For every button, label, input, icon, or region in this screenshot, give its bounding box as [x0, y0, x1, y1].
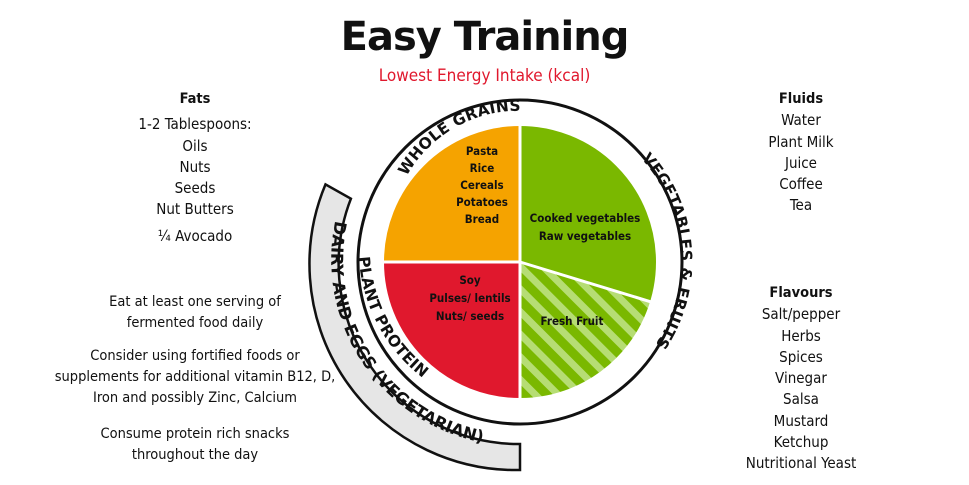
- flavours-item: Ketchup: [773, 433, 829, 452]
- vegetables-item: Cooked vegetables: [530, 211, 641, 225]
- protein-item: Pulses/ lentils: [429, 291, 510, 305]
- grains-item: Pasta: [466, 144, 498, 158]
- flavours-item: Vinegar: [775, 369, 827, 388]
- segment-vegetables: [520, 125, 658, 302]
- advice-fortified: Consider using fortified foods or supple…: [30, 346, 360, 409]
- advice-protein-snacks: Consume protein rich snacks throughout t…: [40, 424, 350, 466]
- flavours-item: Herbs: [781, 326, 821, 345]
- flavours-item: Salsa: [783, 390, 819, 409]
- fluids-item: Tea: [789, 196, 813, 215]
- flavours-item: Spices: [779, 347, 823, 366]
- fluids-item: Water: [781, 111, 821, 130]
- dairy-band: [308, 182, 522, 472]
- fats-item: Nuts: [179, 157, 211, 176]
- advice-fermented: Eat at least one serving of fermented fo…: [40, 292, 350, 334]
- page-subtitle: Lowest Energy Intake (kcal): [378, 66, 591, 86]
- divider-fruit: [519, 260, 652, 304]
- fluids-item: Juice: [784, 153, 817, 172]
- flavours-column: Flavours Salt/pepper Herbs Spices Vinega…: [706, 283, 896, 475]
- flavours-item: Salt/pepper: [761, 305, 841, 324]
- fats-heading: Fats: [179, 91, 211, 107]
- advice-line: fermented food daily: [126, 315, 264, 331]
- fluids-item: Plant Milk: [768, 132, 834, 151]
- grains-item: Cereals: [460, 178, 503, 192]
- fats-item: Oils: [182, 136, 208, 155]
- fats-item: ¼ Avocado: [157, 226, 233, 245]
- advice-line: Consider using fortified foods or: [90, 348, 300, 364]
- advice-line: Iron and possibly Zinc, Calcium: [92, 390, 297, 406]
- fats-item: 1-2 Tablespoons:: [138, 115, 252, 134]
- plate-inner-edge: [382, 124, 658, 400]
- vegetables-item: Raw vegetables: [539, 229, 631, 243]
- fats-item: Nut Butters: [156, 200, 234, 219]
- fresh-fruit-label: Fresh Fruit: [541, 314, 604, 328]
- flavours-item: Mustard: [773, 411, 829, 430]
- flavours-heading: Flavours: [769, 285, 833, 301]
- grains-item: Bread: [465, 212, 499, 226]
- fluids-column: Fluids Water Plant Milk Juice Coffee Tea: [706, 89, 896, 217]
- page-title: Easy Training: [340, 14, 630, 60]
- grains-item: Potatoes: [456, 195, 508, 209]
- fluids-item: Coffee: [779, 175, 823, 194]
- fats-column: Fats 1-2 Tablespoons: Oils Nuts Seeds Nu…: [100, 89, 290, 247]
- advice-line: Consume protein rich snacks: [100, 426, 290, 442]
- grains-item: Rice: [470, 161, 495, 175]
- protein-item: Nuts/ seeds: [436, 309, 504, 323]
- segment-plant-protein: [383, 262, 520, 399]
- segment-fresh-fruit: [520, 262, 652, 399]
- advice-line: Eat at least one serving of: [109, 294, 281, 310]
- segment-whole-grains: [383, 125, 520, 262]
- flavours-item: Nutritional Yeast: [745, 454, 857, 473]
- fats-item: Seeds: [174, 179, 216, 198]
- protein-item: Soy: [459, 273, 481, 287]
- advice-line: supplements for additional vitamin B12, …: [54, 369, 336, 385]
- fluids-heading: Fluids: [778, 91, 824, 107]
- advice-line: throughout the day: [131, 447, 259, 463]
